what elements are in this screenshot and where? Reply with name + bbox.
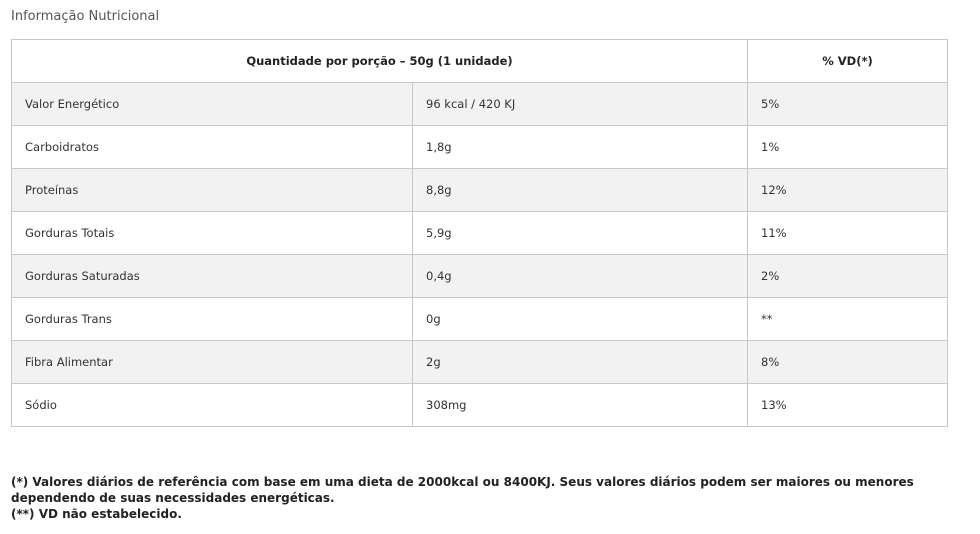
nutrient-amount: 1,8g (412, 125, 748, 169)
footnote-vd-reference: (*) Valores diários de referência com ba… (11, 475, 914, 505)
nutrient-vd: 8% (747, 340, 948, 384)
table-row: Gorduras Totais 5,9g 11% (11, 211, 948, 255)
footnotes: (*) Valores diários de referência com ba… (11, 474, 951, 522)
nutrient-name: Gorduras Saturadas (11, 254, 413, 298)
nutrient-amount: 5,9g (412, 211, 748, 255)
nutrition-table: Quantidade por porção – 50g (1 unidade) … (11, 39, 948, 427)
header-serving: Quantidade por porção – 50g (1 unidade) (11, 39, 748, 83)
nutrient-name: Proteínas (11, 168, 413, 212)
nutrient-name: Carboidratos (11, 125, 413, 169)
nutrient-amount: 0,4g (412, 254, 748, 298)
nutrient-name: Gorduras Totais (11, 211, 413, 255)
table-row: Fibra Alimentar 2g 8% (11, 340, 948, 384)
table-row: Carboidratos 1,8g 1% (11, 125, 948, 169)
table-header-row: Quantidade por porção – 50g (1 unidade) … (11, 39, 948, 83)
nutrient-vd: ** (747, 297, 948, 341)
header-vd: % VD(*) (747, 39, 948, 83)
table-row: Gorduras Saturadas 0,4g 2% (11, 254, 948, 298)
nutrient-amount: 0g (412, 297, 748, 341)
nutrient-vd: 2% (747, 254, 948, 298)
table-row: Valor Energético 96 kcal / 420 KJ 5% (11, 82, 948, 126)
section-title: Informação Nutricional (11, 9, 160, 24)
nutrient-vd: 11% (747, 211, 948, 255)
nutrient-name: Sódio (11, 383, 413, 427)
nutrient-name: Valor Energético (11, 82, 413, 126)
nutrient-amount: 96 kcal / 420 KJ (412, 82, 748, 126)
table-row: Sódio 308mg 13% (11, 383, 948, 427)
nutrient-vd: 13% (747, 383, 948, 427)
nutrient-vd: 1% (747, 125, 948, 169)
nutrient-vd: 5% (747, 82, 948, 126)
footnote-vd-not-established: (**) VD não estabelecido. (11, 507, 182, 521)
nutrient-name: Gorduras Trans (11, 297, 413, 341)
table-row: Proteínas 8,8g 12% (11, 168, 948, 212)
nutrient-amount: 308mg (412, 383, 748, 427)
nutrient-amount: 2g (412, 340, 748, 384)
nutrient-amount: 8,8g (412, 168, 748, 212)
table-row: Gorduras Trans 0g ** (11, 297, 948, 341)
nutrient-vd: 12% (747, 168, 948, 212)
nutrient-name: Fibra Alimentar (11, 340, 413, 384)
